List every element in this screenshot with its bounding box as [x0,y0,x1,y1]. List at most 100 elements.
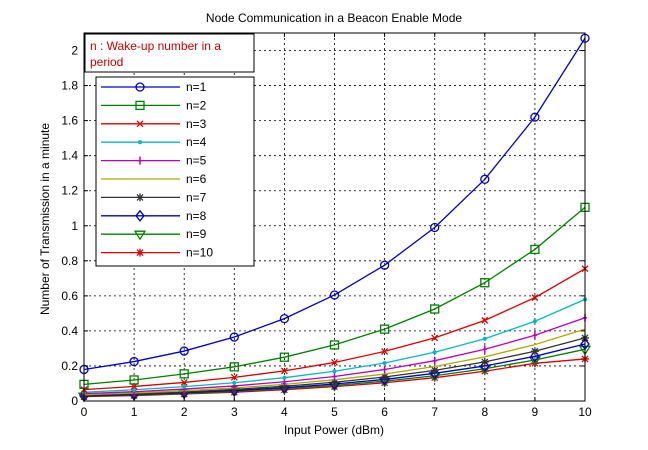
chart-title: Node Communication in a Beacon Enable Mo… [206,11,462,25]
data-point [129,375,139,385]
legend-item-n-10: n=10 [101,246,213,260]
legend-item-n-5: n=5 [101,154,207,168]
x-tick-label: 6 [381,405,388,419]
data-point [135,209,145,222]
data-point [179,346,189,356]
data-point [482,336,487,341]
data-point [330,378,339,387]
legend-label: n=4 [186,135,207,149]
data-point [432,350,437,355]
data-point [532,319,538,324]
series-n-3 [80,265,589,394]
data-point [182,384,187,389]
data-point [530,112,540,122]
legend-item-n-7: n=7 [101,190,207,204]
x-tick-label: 5 [331,405,338,419]
data-point [329,340,340,350]
data-point [480,174,490,184]
data-point [379,324,390,334]
legend-label: n=6 [186,172,207,186]
data-point [532,331,537,340]
data-point [330,382,339,391]
series-line [83,37,586,371]
data-point [136,193,144,202]
series-group [77,33,592,403]
data-point [430,222,440,233]
legend-item-n-9: n=9 [101,227,207,241]
y-tick-label: 0.2 [61,359,78,373]
x-tick-label: 8 [481,405,488,419]
y-axis-label: Number of Transmission in a minute [38,123,52,315]
y-tick-label: 1 [71,219,78,233]
data-point [530,359,539,368]
data-point [135,100,145,111]
legend-item-n-4: n=4 [101,135,207,149]
data-point [382,360,387,366]
x-tick-label: 10 [578,405,592,419]
legend: n=1 n=2 n=3 n=4 n=5 n=6 n=7 n=8 n=9 n=10 [95,76,255,267]
axis-ticks: 0 1 2 3 4 5 6 7 8 9 10 0 0.2 0.4 0.6 0.8 1 1.2 1.4 1.6 1.8 2 [61,33,592,419]
data-point [530,244,540,255]
x-tick-label: 7 [431,405,438,419]
y-tick-label: 0.6 [61,289,78,303]
x-axis-label: Input Power (dBm) [284,423,384,437]
y-tick-label: 0.8 [61,254,78,268]
legend-label: n=9 [186,227,207,241]
y-tick-label: 1.6 [61,114,78,128]
legend-label: n=7 [186,190,207,204]
data-point [280,382,289,391]
data-point [132,387,137,392]
x-tick-label: 2 [181,405,188,419]
data-point [530,350,540,363]
legend-item-n-2: n=2 [101,98,207,112]
x-tick-label: 4 [281,405,288,419]
data-point [279,313,290,324]
legend-label: n=10 [186,246,213,260]
data-point [531,294,539,302]
data-point [332,369,337,374]
series-line [83,206,586,385]
annotation-frame [84,33,255,73]
legend-item-n-8: n=8 [101,209,207,223]
data-point [135,82,145,92]
legend-label: n=3 [186,117,207,131]
annotation-box: n : Wake-up number in a period [84,33,255,73]
data-point [332,372,337,381]
data-point [279,352,290,362]
data-point [232,380,237,385]
annotation-line-2: period [90,55,123,69]
y-tick-label: 0 [71,394,78,408]
data-point [179,369,189,379]
data-point [381,347,389,355]
data-point [229,362,239,372]
data-point [528,356,542,367]
data-point [430,304,440,314]
legend-label: n=1 [186,80,207,94]
data-point [431,334,439,342]
y-tick-label: 1.2 [61,184,78,198]
data-point [482,345,487,354]
y-tick-label: 0.4 [61,324,78,338]
data-point [481,316,489,324]
data-point [229,332,239,342]
x-tick-label: 1 [131,405,138,419]
legend-item-n-3: n=3 [101,117,207,131]
data-point [180,378,188,386]
y-tick-label: 2 [71,44,78,58]
data-point [530,347,539,356]
legend-label: n=2 [186,98,207,112]
data-point [429,367,440,380]
legend-label: n=5 [186,154,207,168]
annotation-line-1: n : Wake-up number in a [90,39,221,53]
data-point [138,156,142,165]
x-tick-label: 9 [532,405,539,419]
legend-label: n=8 [186,209,207,223]
data-point [136,120,144,128]
data-point [129,356,139,367]
y-tick-label: 1.8 [61,79,78,93]
x-tick-label: 0 [81,405,88,419]
data-point [480,357,489,366]
data-point [379,260,390,270]
data-point [430,366,439,375]
